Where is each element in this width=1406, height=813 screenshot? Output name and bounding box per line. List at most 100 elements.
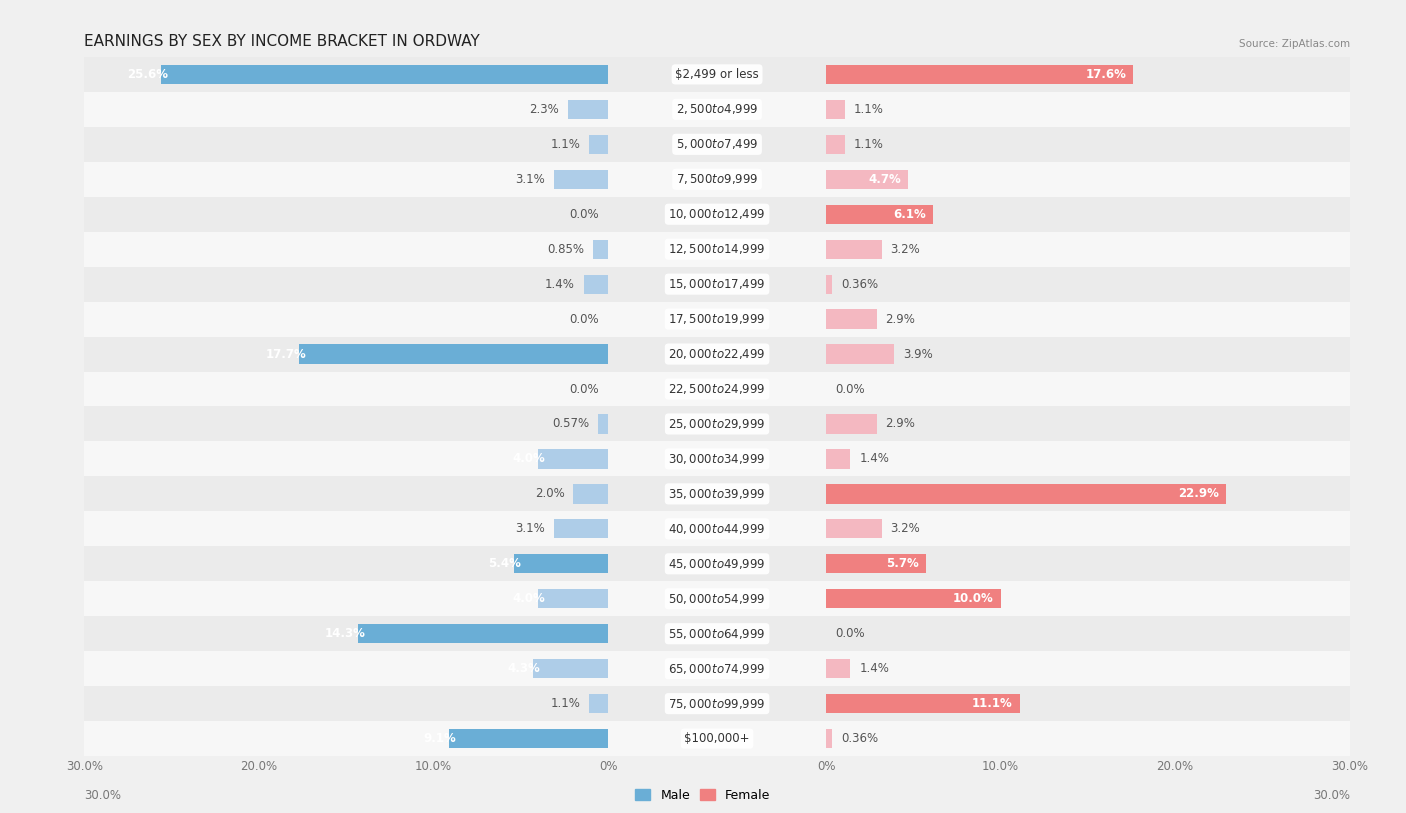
Bar (825, 100, 845, 119)
Bar (825, 65, 1133, 84)
Bar (450, 729, 607, 748)
Bar (825, 310, 877, 328)
Bar (0, 546, 1406, 581)
Bar (0, 476, 1406, 511)
Bar (0, 441, 1406, 476)
Bar (825, 554, 925, 573)
Text: 3.9%: 3.9% (903, 348, 932, 360)
Bar (0, 267, 1406, 302)
Bar (825, 345, 894, 363)
Bar (0, 372, 1406, 406)
Bar (0, 197, 1406, 232)
Text: $15,000 to $17,499: $15,000 to $17,499 (668, 277, 766, 291)
Bar (0, 232, 1406, 267)
Bar (0, 581, 1406, 616)
Text: $75,000 to $99,999: $75,000 to $99,999 (668, 697, 766, 711)
Bar (0, 511, 1406, 546)
Bar (538, 589, 607, 608)
Text: EARNINGS BY SEX BY INCOME BRACKET IN ORDWAY: EARNINGS BY SEX BY INCOME BRACKET IN ORD… (84, 34, 479, 49)
Bar (0, 686, 1406, 721)
Bar (0, 92, 1406, 127)
Bar (0, 721, 1406, 756)
Text: 4.0%: 4.0% (513, 593, 546, 605)
Bar (825, 135, 845, 154)
Bar (554, 170, 607, 189)
Text: $40,000 to $44,999: $40,000 to $44,999 (668, 522, 766, 536)
Bar (0, 337, 1406, 372)
Bar (0, 441, 1406, 476)
Bar (0, 162, 1406, 197)
Text: $17,500 to $19,999: $17,500 to $19,999 (668, 312, 766, 326)
Bar (825, 520, 882, 538)
Text: $12,500 to $14,999: $12,500 to $14,999 (668, 242, 766, 256)
Text: $55,000 to $64,999: $55,000 to $64,999 (668, 627, 766, 641)
Text: 1.1%: 1.1% (550, 138, 581, 150)
Text: 10.0%: 10.0% (953, 593, 994, 605)
Bar (0, 406, 1406, 441)
Text: $30,000 to $34,999: $30,000 to $34,999 (668, 452, 766, 466)
Bar (583, 275, 607, 293)
Text: 1.4%: 1.4% (859, 663, 889, 675)
Text: 5.4%: 5.4% (488, 558, 520, 570)
Text: 3.2%: 3.2% (890, 523, 921, 535)
Text: 3.2%: 3.2% (890, 243, 921, 255)
Text: $20,000 to $22,499: $20,000 to $22,499 (668, 347, 766, 361)
Bar (589, 694, 607, 713)
Text: Source: ZipAtlas.com: Source: ZipAtlas.com (1239, 39, 1350, 49)
Bar (0, 406, 1406, 441)
Text: 9.1%: 9.1% (423, 733, 456, 745)
Bar (554, 520, 607, 538)
Bar (825, 729, 832, 748)
Text: 30.0%: 30.0% (84, 789, 121, 802)
Text: 1.4%: 1.4% (546, 278, 575, 290)
Bar (825, 170, 908, 189)
Bar (598, 415, 607, 433)
Bar (593, 240, 607, 259)
Text: 0.0%: 0.0% (835, 383, 865, 395)
Bar (0, 651, 1406, 686)
Legend: Male, Female: Male, Female (630, 784, 776, 806)
Text: 11.1%: 11.1% (972, 698, 1012, 710)
Bar (0, 197, 1406, 232)
Bar (0, 651, 1406, 686)
Text: 22.9%: 22.9% (1178, 488, 1219, 500)
Bar (0, 267, 1406, 302)
Bar (0, 302, 1406, 337)
Bar (825, 659, 851, 678)
Bar (0, 162, 1406, 197)
Bar (533, 659, 607, 678)
Bar (0, 372, 1406, 406)
Text: 30.0%: 30.0% (1313, 789, 1350, 802)
Bar (0, 721, 1406, 756)
Text: $2,499 or less: $2,499 or less (675, 68, 759, 80)
Bar (0, 441, 1406, 476)
Text: 5.7%: 5.7% (886, 558, 918, 570)
Bar (825, 415, 877, 433)
Bar (0, 372, 1406, 406)
Bar (0, 651, 1406, 686)
Bar (0, 581, 1406, 616)
Bar (825, 205, 932, 224)
Text: $2,500 to $4,999: $2,500 to $4,999 (676, 102, 758, 116)
Text: 0.36%: 0.36% (841, 733, 879, 745)
Text: 14.3%: 14.3% (325, 628, 366, 640)
Bar (0, 546, 1406, 581)
Text: 17.7%: 17.7% (266, 348, 307, 360)
Bar (589, 135, 607, 154)
Text: 2.9%: 2.9% (886, 418, 915, 430)
Bar (0, 616, 1406, 651)
Bar (299, 345, 607, 363)
Text: 1.1%: 1.1% (550, 698, 581, 710)
Bar (574, 485, 607, 503)
Text: $25,000 to $29,999: $25,000 to $29,999 (668, 417, 766, 431)
Text: 2.0%: 2.0% (534, 488, 564, 500)
Bar (825, 450, 851, 468)
Bar (0, 546, 1406, 581)
Text: 17.6%: 17.6% (1085, 68, 1126, 80)
Bar (0, 232, 1406, 267)
Bar (513, 554, 607, 573)
Text: 0.36%: 0.36% (841, 278, 879, 290)
Text: 2.9%: 2.9% (886, 313, 915, 325)
Text: 3.1%: 3.1% (516, 523, 546, 535)
Bar (0, 57, 1406, 92)
